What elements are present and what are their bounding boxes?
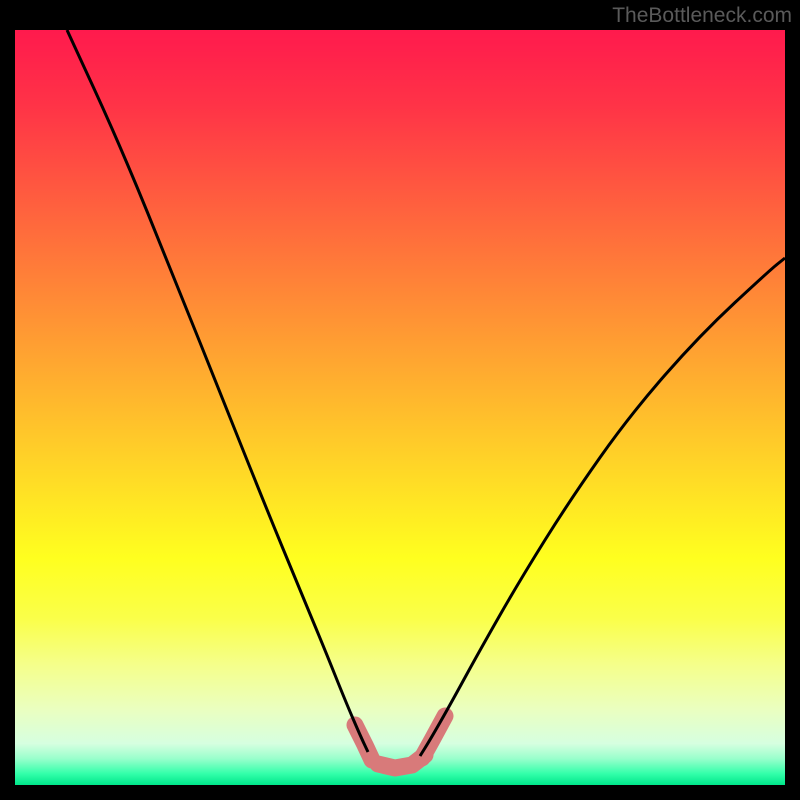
curve-overlay bbox=[0, 0, 800, 800]
watermark-text: TheBottleneck.com bbox=[612, 4, 792, 28]
highlight-group bbox=[355, 716, 445, 768]
right-curve bbox=[420, 258, 785, 756]
left-curve bbox=[67, 30, 368, 752]
chart-container: TheBottleneck.com bbox=[0, 0, 800, 800]
